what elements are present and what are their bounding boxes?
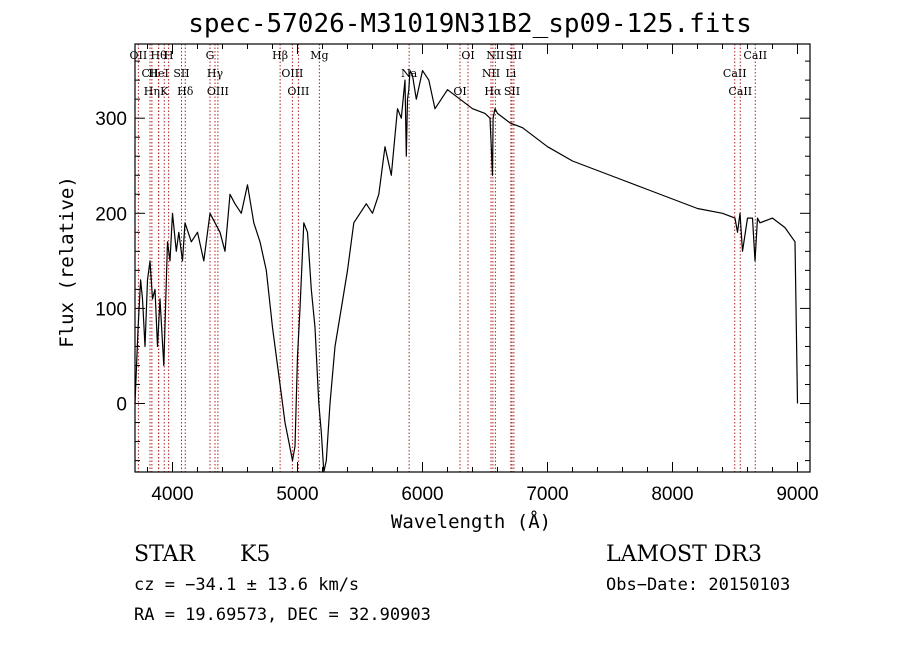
spectral-line-label-8498: CaII bbox=[723, 67, 747, 80]
spectral-line-label-5175: Mg bbox=[310, 49, 328, 62]
spectral-line-label-4300: G bbox=[206, 49, 215, 62]
y-axis-ticks: 0 100 200 300 bbox=[95, 60, 810, 462]
x-tick-label-7000: 7000 bbox=[526, 484, 568, 505]
obs-date-text: Obs−Date: 20150103 bbox=[606, 575, 790, 595]
x-tick-label-5000: 5000 bbox=[276, 484, 318, 505]
y-tick-label-0: 0 bbox=[116, 395, 127, 416]
spectral-line-label-3820: CII bbox=[141, 67, 158, 80]
spectral-line-label-6731: SII bbox=[506, 49, 522, 62]
x-tick-label-4000: 4000 bbox=[151, 484, 193, 505]
flux-series-line bbox=[134, 70, 799, 473]
y-tick-label-100: 100 bbox=[95, 299, 127, 320]
redshift-text: cz = −34.1 ± 13.6 km/s bbox=[134, 575, 359, 595]
spectral-line-label-5007: OIII bbox=[287, 85, 309, 98]
spectral-line-label-3934: K bbox=[160, 85, 169, 98]
y-axis-label: Flux (relative) bbox=[56, 176, 78, 348]
spectral-line-label-6583: NII bbox=[486, 49, 504, 62]
spectral-line-label-6364: OI bbox=[461, 49, 474, 62]
spectral-line-label-4861: Hβ bbox=[272, 49, 288, 62]
spectral-line-label-4363: OIII bbox=[207, 85, 229, 98]
coordinates-text: RA = 19.69573, DEC = 32.90903 bbox=[134, 605, 431, 625]
x-axis-ticks: 4000 5000 6000 7000 8000 9000 bbox=[147, 44, 819, 505]
spectral-line-label-6716: SII bbox=[504, 85, 520, 98]
y-tick-label-200: 200 bbox=[95, 204, 127, 225]
chart-title: spec-57026-M31019N31B2_sp09-125.fits bbox=[188, 9, 752, 39]
spectral-line-label-6707: Li bbox=[505, 67, 516, 80]
spectral-line-label-4340: Hγ bbox=[207, 67, 224, 80]
spectral-line-label-3835: Hη bbox=[144, 85, 160, 98]
spectral-line-label-3727: OII bbox=[130, 49, 148, 62]
x-tick-label-8000: 8000 bbox=[651, 484, 693, 505]
object-subclass: K5 bbox=[240, 542, 270, 567]
x-axis-label: Wavelength (Å) bbox=[391, 510, 551, 533]
x-tick-label-9000: 9000 bbox=[776, 484, 818, 505]
spectral-line-label-3889: HeI bbox=[148, 67, 168, 80]
spectral-line-label-6563: Hα bbox=[484, 85, 502, 98]
spectral-line-label-6548: NII bbox=[482, 67, 500, 80]
spectral-line-markers bbox=[137, 44, 756, 472]
spectral-line-labels: OII CII Hη Hθ HeI K H SII Hδ G Hγ OIII Hβ OIII OIII Mg N… bbox=[130, 49, 768, 98]
spectral-line-label-6300: OI bbox=[453, 85, 466, 98]
spectral-line-label-4959: OIII bbox=[281, 67, 303, 80]
x-tick-label-6000: 6000 bbox=[401, 484, 443, 505]
spectral-line-label-3889: Hθ bbox=[151, 49, 168, 62]
survey-name: LAMOST DR3 bbox=[606, 542, 762, 567]
object-class: STAR bbox=[134, 542, 196, 567]
spectral-line-label-4072: SII bbox=[173, 67, 189, 80]
spectral-line-label-8542: CaII bbox=[728, 85, 752, 98]
y-tick-label-300: 300 bbox=[95, 109, 127, 130]
spectral-line-label-3969: H bbox=[164, 49, 174, 62]
spectral-line-label-4102: Hδ bbox=[177, 85, 194, 98]
spectral-line-label-8662: CaII bbox=[743, 49, 767, 62]
